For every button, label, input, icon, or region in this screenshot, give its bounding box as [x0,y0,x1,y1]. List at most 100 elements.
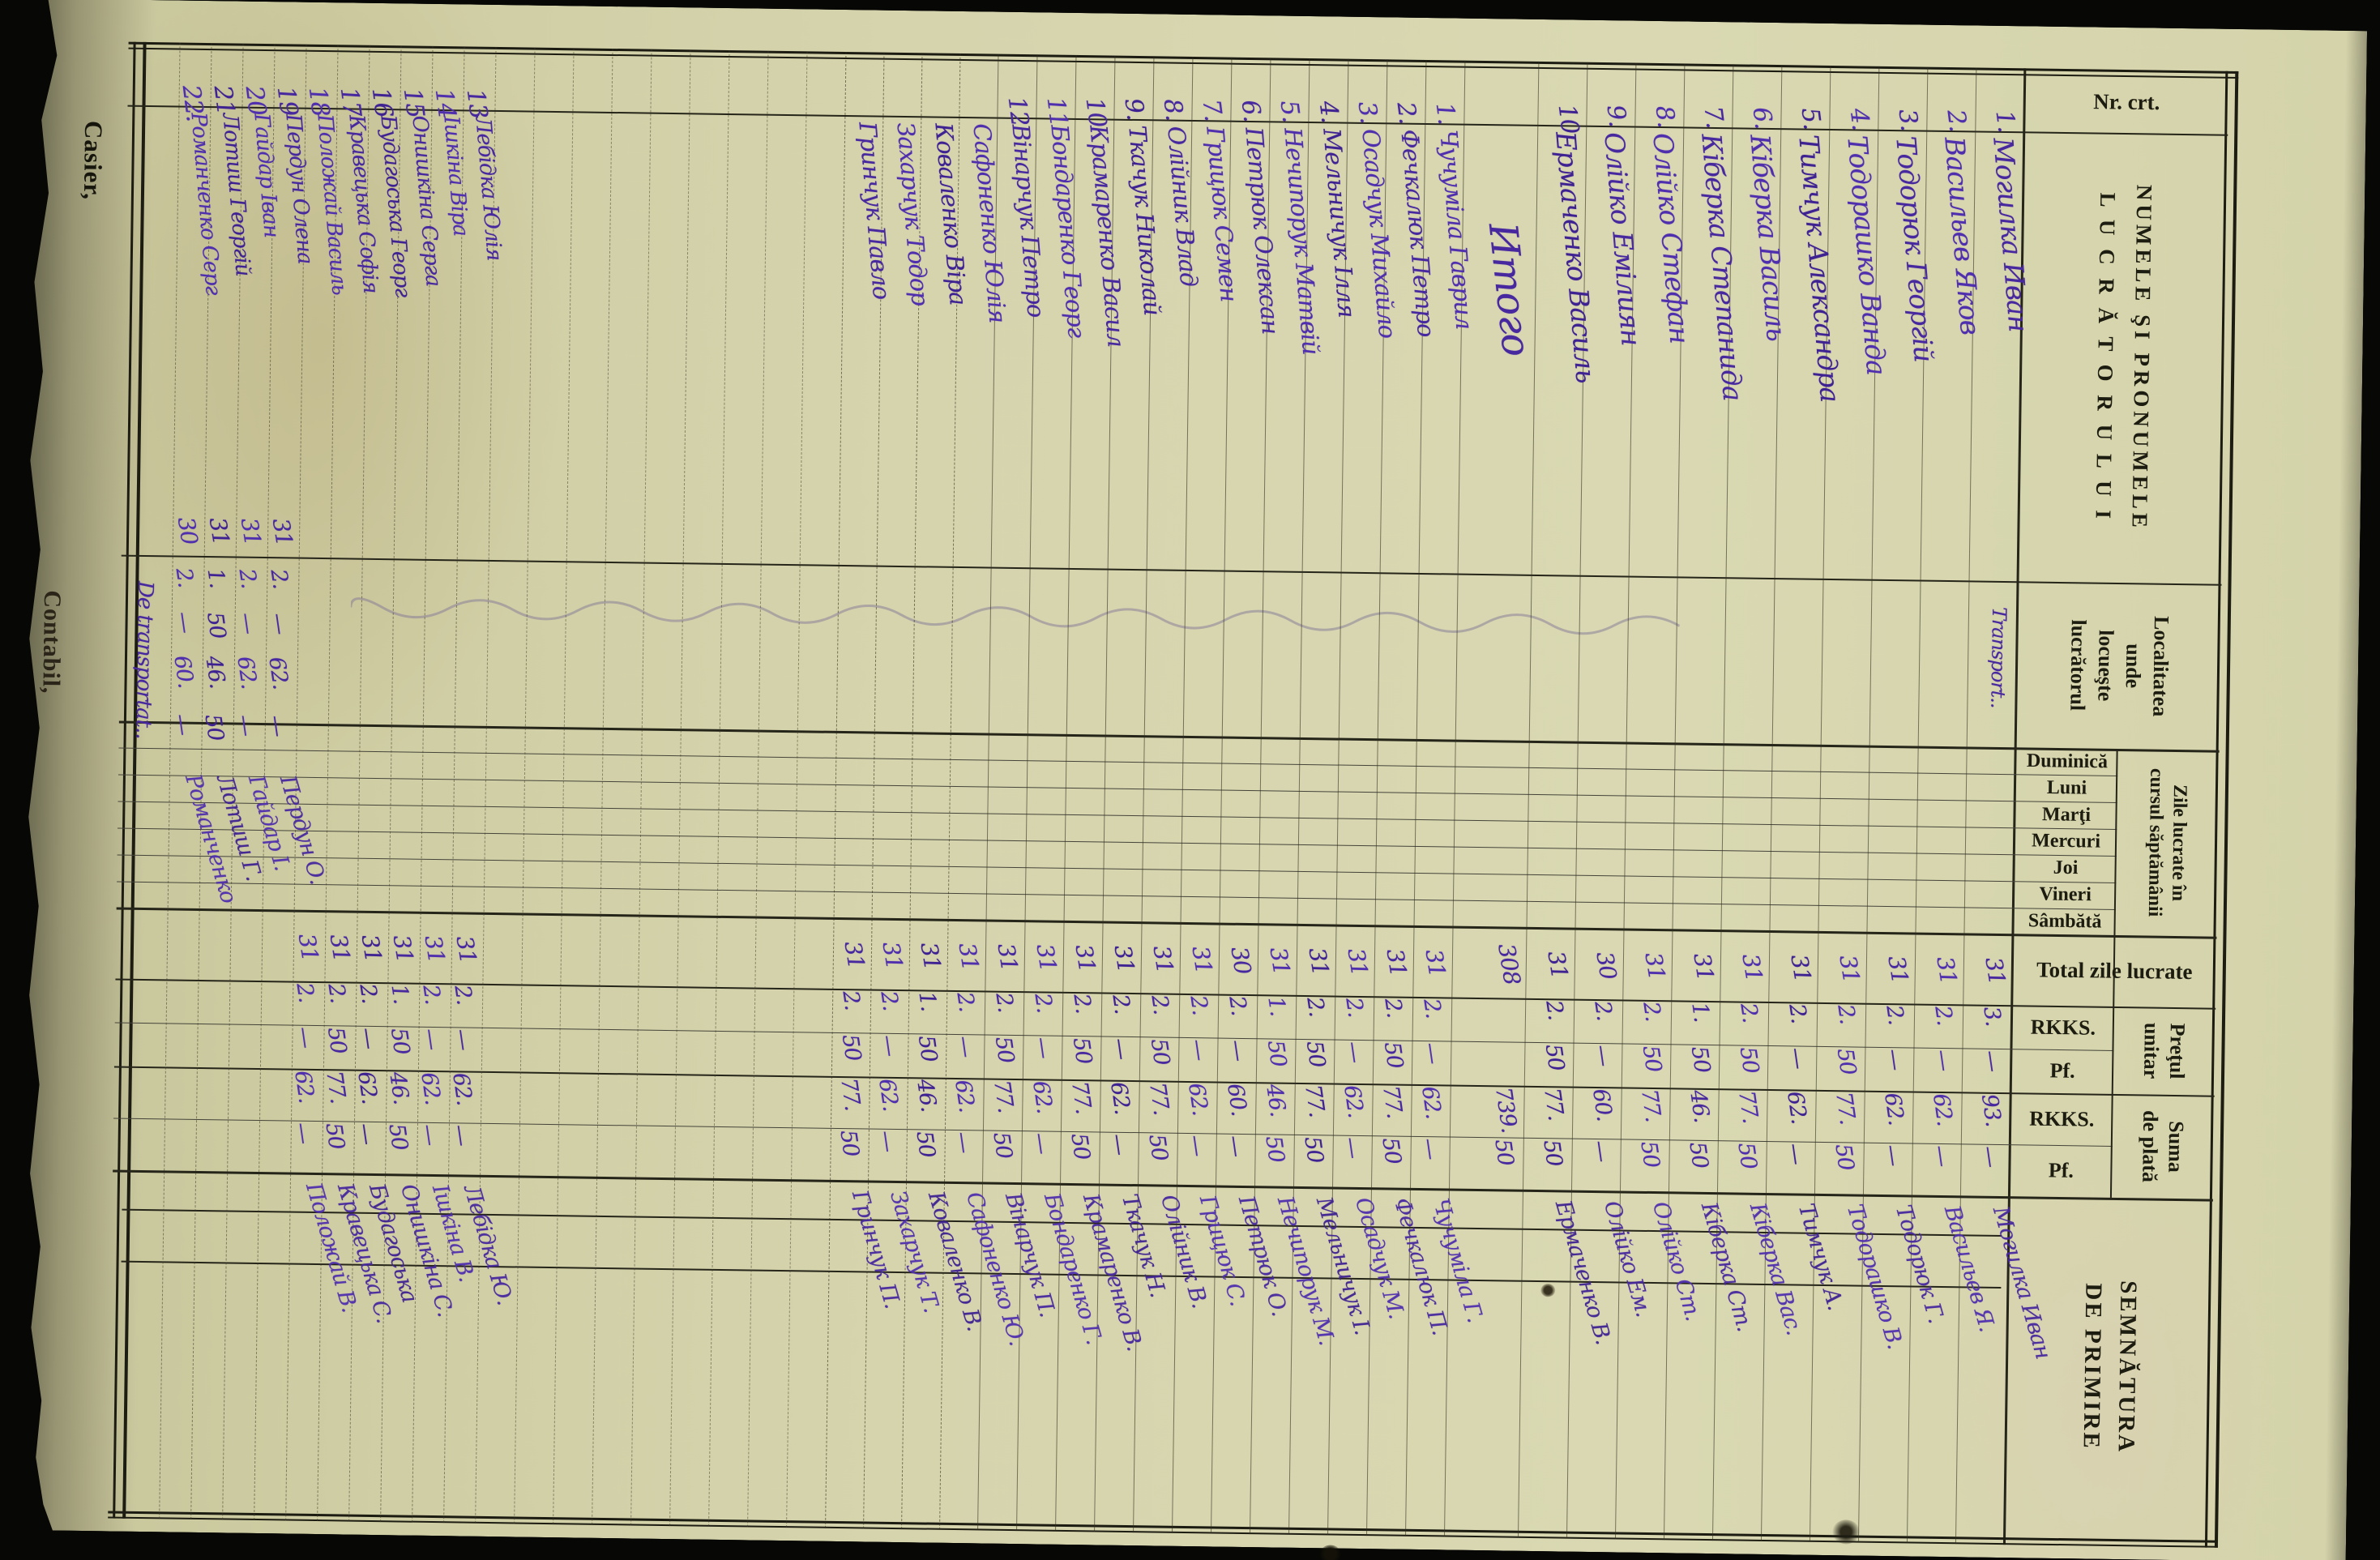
total-days-value: 31 [1980,955,2011,987]
total-days-value: 30 [1225,944,1257,977]
unit-price-pf-value: 50 [1686,1044,1716,1075]
total-days-value: 31 [1420,947,1451,979]
amount-rkks-value: 60. [169,653,199,690]
total-days-value: 31 [1639,950,1671,982]
amount-rkks-value: 62. [1928,1092,1958,1128]
amount-pf-value: — [168,712,196,737]
header-suma-de-plata: Suma de plată [2138,1109,2189,1183]
unit-price-pf-value: 50 [1831,1046,1861,1076]
amount-pf-value: — [263,713,291,738]
amount-pf-value: 50 [1538,1138,1567,1168]
amount-rkks-value: 62. [1879,1091,1909,1127]
unit-price-pf-value: — [1783,1045,1812,1071]
unit-price-rkks-value: 2. [233,566,262,590]
amount-rkks-value: 739. [1490,1085,1522,1135]
header-localitatea: Localitatea unde locueşte lucrătorul [2066,615,2173,717]
unit-price-rkks-value: 2. [1379,996,1408,1019]
total-days-value: 31 [1737,951,1768,983]
unit-price-rkks-value: 2. [875,989,904,1012]
header-day-mercuri: Mercuri [2031,830,2101,853]
unit-price-pf-value: — [1977,1048,2006,1074]
unit-price-pf-value: 50 [836,1032,866,1062]
amount-rkks-value: 62. [447,1071,477,1107]
unit-price-rkks-value: 2. [1146,993,1174,1016]
amount-rkks-value: 62. [1339,1083,1369,1119]
amount-rkks-value: 62. [416,1071,446,1107]
unit-price-rkks-value: 2. [1832,1002,1861,1026]
unit-price-pf-value: — [265,611,293,636]
unit-price-rkks-value: 2. [265,567,293,591]
unit-price-pf-value: 50 [1540,1042,1570,1072]
amount-pf-value: — [1781,1141,1810,1166]
unit-price-pf-value: — [448,1027,477,1052]
total-days-value: 31 [1147,943,1179,975]
unit-price-pf-value: — [1417,1041,1446,1066]
amount-rkks-value: 46. [1685,1088,1715,1124]
total-days-value: 31 [1303,945,1335,977]
amount-rkks-value: 62. [1183,1081,1213,1118]
amount-pf-value: 50 [1489,1137,1519,1168]
header-zile-lucrate: Zile lucrate în cursul săptămânii [2144,767,2191,917]
total-days-value: 31 [203,515,235,547]
amount-rkks-value: 62. [232,654,262,690]
total-days-value: 31 [1834,953,1865,985]
unit-price-pf-value: 50 [1637,1044,1667,1074]
total-days-value: 31 [1688,951,1720,983]
total-days-value: 31 [953,940,985,972]
amount-pf-value: 50 [911,1129,940,1160]
total-days-value: 30 [1591,949,1622,981]
amount-rkks-value: 62. [874,1076,904,1113]
amount-pf-value: 50 [835,1128,864,1158]
amount-pf-value: — [1105,1131,1133,1157]
total-days-value: 31 [915,940,946,972]
total-days-value: 308 [1493,941,1526,987]
amount-rkks-value: 46. [912,1077,942,1113]
amount-rkks-value: 77. [1733,1088,1763,1125]
printed-transport-label: De transportat.. [130,580,158,739]
unit-price-rkks-value: 1. [1686,1000,1715,1024]
unit-price-rkks-value: 2. [1340,995,1369,1019]
amount-rkks-value: 77. [835,1076,865,1113]
unit-price-pf-value: 50 [202,610,231,640]
header-day-vineri: Vineri [2039,883,2092,906]
amount-rkks-value: 77. [1378,1083,1408,1120]
amount-pf-value: — [873,1128,901,1154]
total-days-value: 31 [419,933,451,965]
unit-price-pf-value: 50 [1145,1036,1175,1067]
unit-price-pf-value: — [170,609,199,635]
unit-price-pf-value: — [417,1027,446,1052]
unit-price-pf-value: — [1223,1037,1252,1063]
amount-pf-value: — [231,712,259,738]
totals-word: Итого [1479,220,1540,358]
unit-price-pf-value: — [1106,1036,1135,1062]
amount-rkks-value: 77. [1300,1083,1330,1119]
amount-pf-value: — [1338,1135,1366,1160]
amount-rkks-value: 77. [1066,1079,1096,1116]
total-days-value: 31 [1186,943,1218,976]
unit-price-rkks-value: 1. [1263,994,1291,1018]
amount-pf-value: 50 [1684,1139,1713,1170]
total-days-value: 31 [1882,953,1914,985]
unit-price-rkks-value: 2. [1185,994,1213,1017]
total-days-value: 31 [992,941,1023,973]
total-days-value: 31 [877,939,908,972]
unit-price-pf-value: — [874,1032,904,1058]
amount-pf-value: — [1416,1136,1444,1161]
ditto-squiggle [350,597,1681,635]
unit-price-rkks-value: 2. [1107,992,1135,1015]
amount-rkks-value: 60. [1587,1087,1617,1123]
amount-rkks-value: 62. [1028,1079,1058,1115]
unit-price-pf-value: — [951,1034,980,1059]
amount-pf-value: 50 [1143,1132,1173,1163]
amount-pf-value: — [1878,1143,1907,1168]
unit-price-pf-value: — [1340,1039,1369,1065]
unit-price-pf-value: 50 [1301,1039,1331,1069]
amount-pf-value: — [1182,1133,1211,1158]
printed-transport-label: Transport.. [1986,606,2011,708]
amount-pf-value: 50 [1377,1135,1406,1166]
amount-pf-value: 50 [1733,1140,1762,1171]
total-days-value: 31 [451,934,482,965]
amount-rkks-value: 77. [1539,1086,1569,1122]
unit-price-rkks-value: 2. [1589,999,1617,1023]
